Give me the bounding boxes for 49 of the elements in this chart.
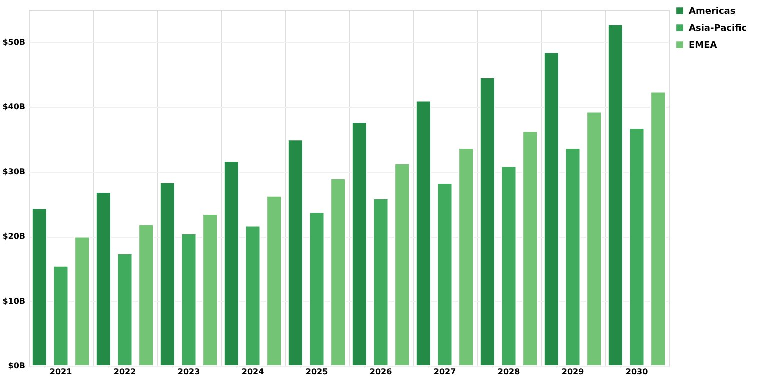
bar <box>608 24 624 366</box>
x-tick-label: 2026 <box>370 368 393 376</box>
legend-label: Americas <box>689 7 736 17</box>
bar <box>330 178 346 366</box>
bar <box>650 92 666 366</box>
bar <box>181 233 197 366</box>
x-tick-label: 2021 <box>50 368 73 376</box>
bar <box>501 166 517 366</box>
x-tick-label: 2025 <box>306 368 329 376</box>
bar <box>586 112 602 366</box>
y-tick-label: $20B <box>2 232 26 242</box>
bar <box>32 208 48 366</box>
legend-label: EMEA <box>689 41 718 51</box>
y-tick-label: $10B <box>2 296 26 306</box>
x-tick-label: 2029 <box>562 368 585 376</box>
bar <box>309 212 325 366</box>
bar <box>96 192 112 366</box>
bar <box>245 226 261 366</box>
y-tick-label: $50B <box>2 38 26 47</box>
bar <box>117 254 133 366</box>
x-tick-label: 2027 <box>434 368 456 376</box>
y-tick-label: $40B <box>2 102 26 112</box>
bar <box>53 266 69 366</box>
x-tick-label: 2024 <box>242 368 265 376</box>
x-tick-label: 2022 <box>114 368 136 376</box>
bar <box>480 77 496 366</box>
x-tick-label: 2030 <box>626 368 649 376</box>
bar <box>394 164 410 366</box>
bar <box>352 122 368 366</box>
bar <box>544 52 560 366</box>
bar <box>565 148 581 366</box>
bar <box>629 128 645 366</box>
bar <box>437 182 453 366</box>
bar <box>74 236 90 366</box>
x-tick-label: 2028 <box>498 368 521 376</box>
bar <box>160 182 176 366</box>
y-tick-label: $30B <box>2 167 26 176</box>
bar <box>458 148 474 366</box>
bar <box>416 100 432 366</box>
legend-label: Asia-Pacific <box>689 24 748 34</box>
bar <box>202 214 218 366</box>
bar <box>373 198 389 366</box>
bar <box>138 224 154 366</box>
x-tick-label: 2023 <box>178 368 200 376</box>
bar <box>266 196 282 366</box>
bar <box>288 140 304 366</box>
y-tick-label: $0B <box>8 362 26 370</box>
bar <box>522 131 538 366</box>
bar <box>224 160 240 366</box>
